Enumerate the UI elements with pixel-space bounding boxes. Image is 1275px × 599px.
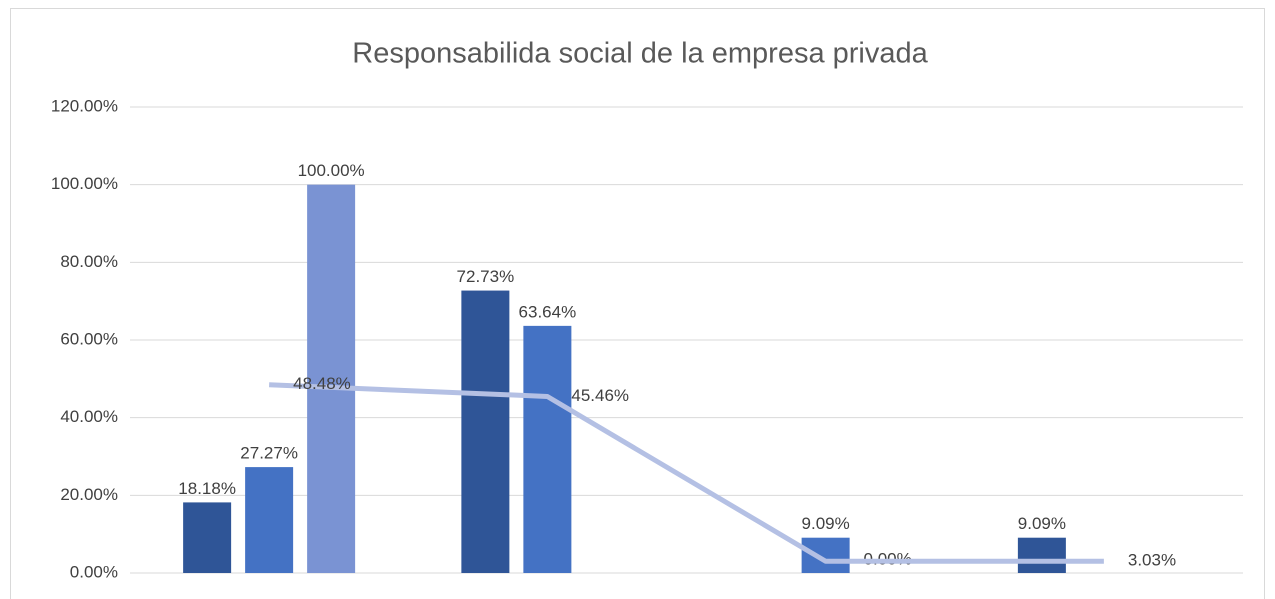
y-tick-label: 120.00%	[51, 96, 118, 115]
y-tick-label: 80.00%	[60, 252, 118, 271]
data-label: 27.27%	[240, 444, 298, 463]
data-label: 18.18%	[178, 479, 236, 498]
y-tick-label: 20.00%	[60, 485, 118, 504]
y-tick-label: 60.00%	[60, 329, 118, 348]
data-label: 9.09%	[802, 514, 850, 533]
data-label: 3.03%	[1128, 551, 1176, 570]
data-label: 72.73%	[457, 267, 515, 286]
bar	[1017, 537, 1066, 573]
line-series	[269, 382, 1104, 564]
y-tick-label: 40.00%	[60, 407, 118, 426]
data-label: 9.09%	[1018, 514, 1066, 533]
bar	[523, 325, 572, 573]
y-tick-label: 0.00%	[70, 562, 118, 581]
chart-title: Responsabilida social de la empresa priv…	[352, 38, 928, 70]
bar	[245, 467, 294, 573]
bar	[183, 502, 232, 573]
data-label: 63.64%	[519, 302, 577, 321]
bar	[801, 537, 850, 573]
data-label: 45.46%	[571, 386, 629, 405]
y-tick-label: 100.00%	[51, 174, 118, 193]
data-label: 100.00%	[298, 161, 365, 180]
bar	[307, 184, 356, 573]
data-label: 48.48%	[293, 374, 351, 393]
bar	[461, 290, 510, 573]
